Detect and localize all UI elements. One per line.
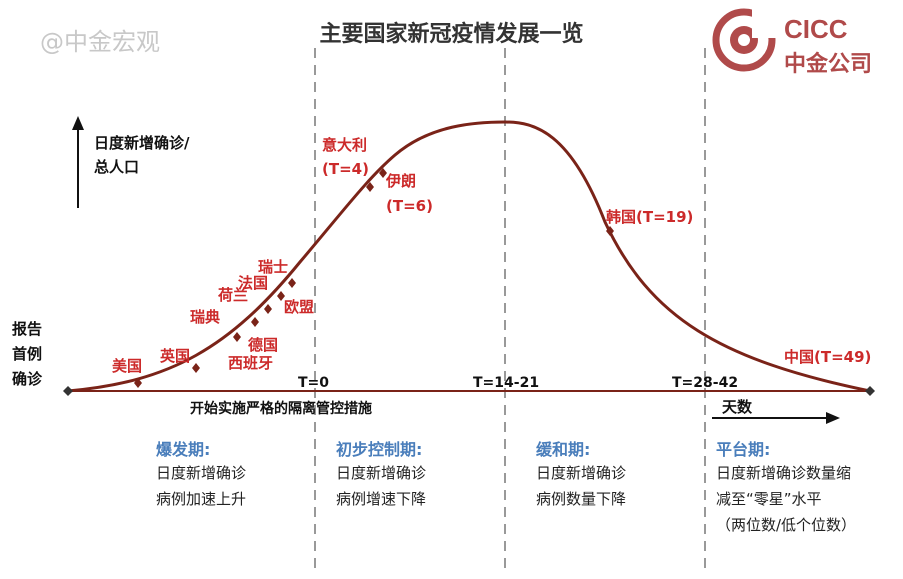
y-axis-arrowhead bbox=[72, 116, 84, 130]
x-axis-caption: 开始实施严格的隔离管控措施 bbox=[190, 401, 372, 417]
start-point bbox=[63, 386, 73, 396]
watermark: @中金宏观 bbox=[40, 28, 160, 56]
label-italy-name: 意大利 bbox=[322, 136, 368, 154]
marker-cluster-5 bbox=[288, 278, 296, 288]
marker-cluster-2 bbox=[251, 317, 259, 327]
tick-t14: T=14-21 bbox=[473, 375, 540, 391]
logo-text-en: CICC bbox=[784, 14, 848, 44]
end-point bbox=[865, 386, 875, 396]
y-axis-label-line2: 总人口 bbox=[94, 158, 140, 176]
phase-3-desc: 日度新增确诊 病例数量下降 bbox=[536, 464, 627, 508]
label-switzerland: 瑞士 bbox=[258, 258, 289, 276]
left-label-line1: 报告 bbox=[12, 320, 43, 338]
label-eu: 欧盟 bbox=[284, 298, 315, 316]
y-axis-label-line1: 日度新增确诊/ bbox=[94, 134, 190, 152]
cicc-logo: CICC 中金公司 bbox=[712, 8, 892, 78]
label-us: 美国 bbox=[112, 357, 143, 375]
label-china: 中国(T=49) bbox=[784, 348, 872, 366]
marker-uk bbox=[192, 363, 200, 373]
label-iran-name: 伊朗 bbox=[386, 172, 417, 190]
epidemic-curve bbox=[67, 120, 871, 393]
label-iran-t: (T=6) bbox=[386, 197, 433, 215]
phase-1-title: 爆发期: bbox=[156, 440, 211, 459]
logo-text-cn: 中金公司 bbox=[784, 52, 873, 77]
marker-us bbox=[134, 378, 142, 388]
label-korea: 韩国(T=19) bbox=[606, 208, 694, 226]
cicc-logo-icon bbox=[712, 8, 778, 72]
phase-2-title: 初步控制期: bbox=[336, 440, 423, 459]
days-arrowhead bbox=[826, 412, 840, 424]
phase-1-desc: 日度新增确诊 病例加速上升 bbox=[156, 464, 247, 508]
label-france: 法国 bbox=[238, 274, 269, 292]
marker-cluster-1 bbox=[233, 332, 241, 342]
phase-3-title: 缓和期: bbox=[536, 440, 591, 459]
label-uk: 英国 bbox=[160, 347, 191, 365]
phase-4-desc: 日度新增确诊数量缩 减至“零星”水平 （两位数/低个位数） bbox=[716, 464, 857, 534]
left-label-line2: 首例 bbox=[12, 345, 43, 363]
phase-4-title: 平台期: bbox=[716, 440, 771, 459]
phase-2-desc: 日度新增确诊 病例增速下降 bbox=[336, 464, 427, 508]
marker-cluster-3 bbox=[264, 304, 272, 314]
diagram-title: 主要国家新冠疫情发展一览 bbox=[319, 22, 584, 47]
label-netherlands: 荷兰 bbox=[218, 286, 249, 304]
label-sweden: 瑞典 bbox=[190, 308, 221, 326]
marker-cluster-4 bbox=[277, 291, 285, 301]
label-germany: 德国 bbox=[248, 336, 279, 354]
days-label: 天数 bbox=[722, 398, 753, 416]
left-label-line3: 确诊 bbox=[12, 370, 43, 388]
marker-iran bbox=[379, 168, 387, 178]
label-italy-t: (T=4) bbox=[322, 160, 369, 178]
marker-italy bbox=[366, 182, 374, 192]
label-spain: 西班牙 bbox=[228, 354, 274, 372]
marker-korea bbox=[606, 226, 614, 236]
tick-t0: T=0 bbox=[298, 375, 330, 391]
tick-t28: T=28-42 bbox=[672, 375, 739, 391]
